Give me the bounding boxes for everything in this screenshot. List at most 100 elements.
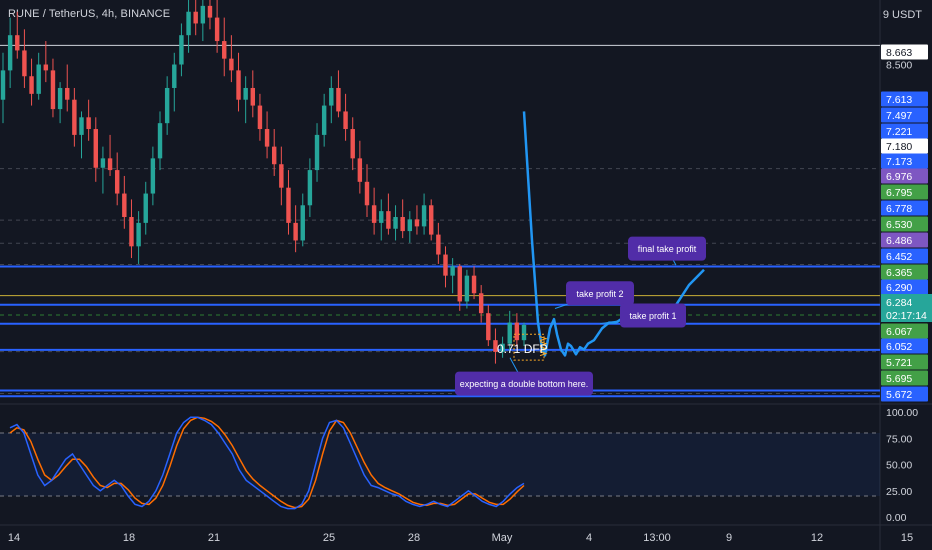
price-label-text: 7.221	[886, 126, 912, 138]
stoch-tick-label: 75.00	[886, 433, 912, 445]
candle-body	[321, 105, 327, 135]
candle-body	[514, 322, 520, 341]
candle-body	[271, 146, 277, 165]
price-label-text: 6.530	[886, 219, 912, 231]
time-tick-label: 18	[123, 532, 135, 544]
candle-body	[86, 117, 91, 130]
candle-body	[457, 266, 462, 302]
candle-body	[507, 322, 512, 344]
candle-body	[478, 293, 484, 314]
candle-body	[521, 324, 527, 341]
candle-body	[393, 217, 398, 229]
candle-body	[172, 64, 177, 88]
candle-body	[36, 64, 41, 94]
candle-body	[157, 123, 163, 159]
candle-body	[236, 70, 241, 100]
chart-title: RUNE / TetherUS, 4h, BINANCE	[8, 8, 171, 20]
drawings-layer: 0.71 DFP final take profit take profit 2 ta…	[455, 111, 706, 396]
price-label-badge	[881, 91, 928, 107]
time-tick-label: 12	[811, 532, 823, 544]
stoch-band	[0, 433, 880, 496]
candle-body	[136, 222, 141, 247]
candle-body	[421, 205, 427, 227]
current-price-text: 6.284	[886, 297, 912, 309]
price-label-badge	[881, 153, 928, 169]
price-label-badge	[881, 323, 928, 339]
candle-body	[150, 158, 156, 194]
price-label-badge	[881, 279, 928, 295]
candle-body	[257, 105, 263, 130]
candle-body	[486, 313, 491, 341]
price-levels-layer	[0, 44, 880, 398]
price-label-text: 6.290	[886, 282, 912, 294]
candle-body	[186, 11, 191, 36]
measure-label: 0.71 DFP	[497, 342, 548, 356]
candle-body	[300, 205, 305, 241]
candle-body	[364, 181, 370, 206]
price-label-badge	[881, 264, 928, 280]
price-label-text: 6.365	[886, 267, 912, 279]
price-label-text: 6.976	[886, 171, 912, 183]
candle-body	[43, 64, 49, 71]
candle-body	[443, 254, 448, 276]
measure-arrow-icon	[539, 336, 548, 342]
stoch-tick-label: 25.00	[886, 486, 912, 498]
candle-body	[57, 87, 63, 110]
time-tick-label: 15	[901, 532, 913, 544]
price-label-text: 6.778	[886, 203, 912, 215]
price-label-text: 5.672	[886, 389, 912, 401]
price-label-badge	[881, 200, 928, 216]
callout-text: take profit 1	[629, 311, 676, 321]
price-label-text: 6.067	[886, 326, 912, 338]
price-label-text: 6.795	[886, 187, 912, 199]
stoch-tick-label: 0.00	[886, 512, 907, 524]
candle-body	[400, 217, 405, 232]
candle-body	[29, 76, 34, 94]
candle-body	[50, 70, 56, 110]
candle-body	[307, 170, 313, 206]
countdown-text: 02:17:14	[886, 310, 927, 322]
candle-body	[200, 5, 206, 24]
candle-body	[500, 343, 505, 352]
price-label-badge	[881, 232, 928, 248]
candle-body	[243, 87, 248, 100]
candle-body	[93, 129, 98, 168]
stoch-tick-label: 50.00	[886, 460, 912, 472]
price-label-badge	[881, 216, 928, 232]
price-label-text: 7.180	[886, 141, 912, 153]
price-tick-label: 8.500	[886, 60, 912, 72]
candle-body	[114, 170, 120, 194]
time-tick-label: 14	[8, 532, 20, 544]
price-label-badge	[881, 386, 928, 402]
stoch-rsi-panel	[0, 416, 880, 510]
candle-body	[207, 5, 213, 18]
candle-body	[429, 205, 434, 235]
callout-text: expecting a double bottom here.	[460, 379, 589, 389]
candle-body	[65, 87, 70, 100]
candle-body	[100, 158, 106, 168]
candle-body	[343, 111, 348, 130]
price-label-badge	[881, 138, 928, 154]
candle-body	[379, 211, 384, 223]
price-label-badge	[881, 354, 928, 370]
candle-body	[7, 35, 13, 71]
candle-body	[22, 50, 27, 77]
price-label-text: 6.486	[886, 235, 912, 247]
measure-arrow-icon	[539, 341, 548, 347]
price-label-text: 8.663	[886, 47, 912, 59]
price-label-badge	[881, 184, 928, 200]
price-axis-unit: 9 USDT	[882, 9, 922, 21]
candle-body	[143, 193, 148, 223]
candle-body	[129, 217, 134, 247]
candle-body	[371, 205, 377, 223]
candle-body	[336, 87, 341, 112]
price-label-badge	[881, 248, 928, 264]
candle-body	[414, 219, 420, 227]
candle-body	[314, 134, 320, 171]
candle-body	[79, 117, 84, 135]
callout-text: take profit 2	[576, 289, 623, 299]
candles-layer	[0, 0, 527, 364]
candle-body	[357, 158, 363, 182]
